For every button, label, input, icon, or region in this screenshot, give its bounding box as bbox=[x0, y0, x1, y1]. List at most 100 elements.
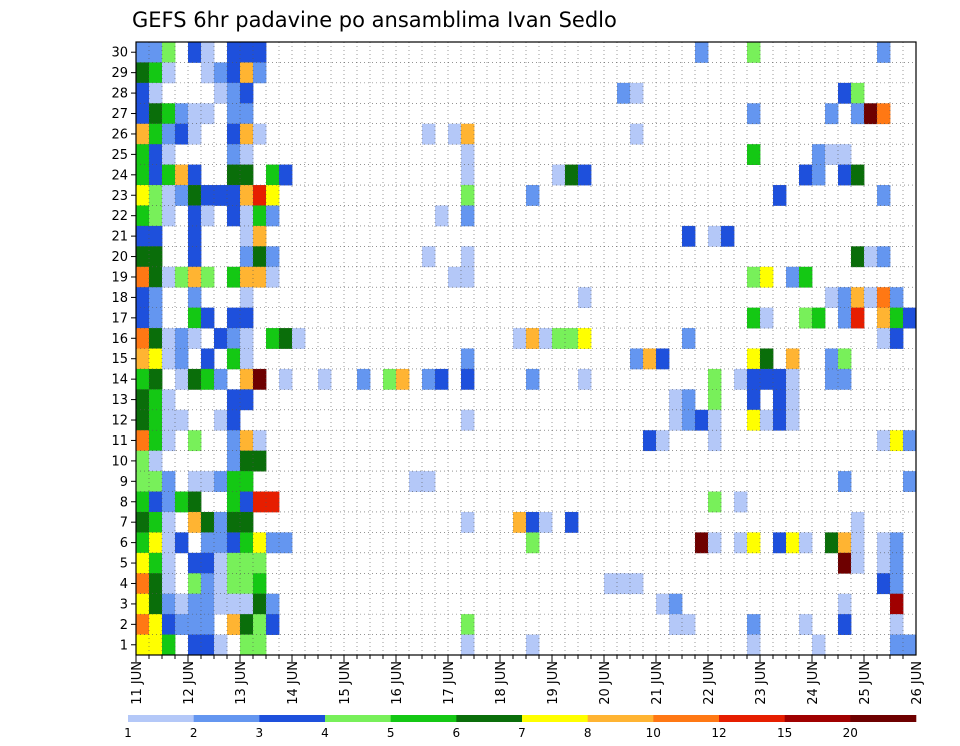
heatmap-cell bbox=[838, 82, 852, 104]
heatmap-cell bbox=[708, 430, 722, 452]
y-tick-label: 11 bbox=[111, 434, 128, 449]
heatmap-cell bbox=[422, 123, 436, 145]
heatmap-cell bbox=[188, 593, 202, 615]
heatmap-cell bbox=[240, 164, 254, 186]
heatmap-cell bbox=[201, 185, 215, 206]
heatmap-cell bbox=[240, 552, 254, 574]
heatmap-cell bbox=[851, 552, 865, 574]
heatmap-cell bbox=[227, 307, 241, 329]
y-tick-label: 1 bbox=[120, 638, 128, 653]
heatmap-cell bbox=[214, 552, 228, 574]
heatmap-cell bbox=[188, 123, 202, 145]
heatmap-cell bbox=[851, 307, 865, 329]
heatmap-cell bbox=[149, 225, 163, 247]
heatmap-cell bbox=[903, 307, 917, 329]
heatmap-cell bbox=[201, 634, 215, 656]
heatmap-cell bbox=[227, 103, 241, 125]
heatmap-cell bbox=[903, 430, 917, 452]
heatmap-cell bbox=[240, 593, 254, 615]
heatmap-cell bbox=[149, 82, 163, 104]
heatmap-cell bbox=[604, 573, 618, 595]
heatmap-cell bbox=[149, 205, 163, 227]
heatmap-cell bbox=[266, 185, 280, 206]
x-tick-label: 12 JUN bbox=[182, 661, 197, 705]
color-legend: 1 2 3 4 5 6 7 8 10 12 15 20 bbox=[124, 715, 917, 740]
y-tick-label: 10 bbox=[111, 454, 128, 469]
heatmap-cell bbox=[175, 614, 189, 635]
heatmap-cell bbox=[162, 185, 176, 206]
heatmap-cell bbox=[240, 614, 254, 635]
heatmap-cell bbox=[669, 614, 683, 635]
heatmap-cell bbox=[539, 511, 553, 533]
heatmap-cell bbox=[838, 368, 852, 390]
legend-label: 20 bbox=[843, 726, 858, 740]
heatmap-cell bbox=[149, 307, 163, 329]
heatmap-cell bbox=[136, 307, 150, 329]
heatmap-cell bbox=[890, 552, 904, 574]
heatmap-cell bbox=[708, 491, 722, 513]
heatmap-cell bbox=[136, 409, 150, 431]
heatmap-cell bbox=[578, 368, 592, 390]
heatmap-cell bbox=[890, 593, 904, 615]
heatmap-cell bbox=[214, 593, 228, 615]
heatmap-cell bbox=[201, 62, 215, 84]
heatmap-cell bbox=[708, 532, 722, 554]
heatmap-cell bbox=[838, 348, 852, 370]
heatmap-cell bbox=[136, 511, 150, 533]
heatmap-cell bbox=[890, 532, 904, 554]
heatmap-cell bbox=[656, 348, 670, 370]
heatmap-cell bbox=[227, 532, 241, 554]
heatmap-cell bbox=[188, 491, 202, 513]
heatmap-cell bbox=[162, 123, 176, 145]
heatmap-cell bbox=[188, 42, 202, 63]
heatmap-cell bbox=[292, 328, 306, 349]
heatmap-cell bbox=[682, 328, 696, 349]
heatmap-cell bbox=[630, 82, 644, 104]
heatmap-cell bbox=[838, 471, 852, 492]
heatmap-cell bbox=[838, 593, 852, 615]
heatmap-cell bbox=[812, 144, 826, 165]
heatmap-cell bbox=[201, 368, 215, 390]
heatmap-cell bbox=[227, 62, 241, 84]
x-tick-label: 24 JUN bbox=[806, 661, 821, 705]
heatmap-cell bbox=[851, 82, 865, 104]
y-tick-label: 15 bbox=[111, 352, 128, 367]
heatmap-cell bbox=[162, 573, 176, 595]
heatmap-cell bbox=[149, 511, 163, 533]
heatmap-cell bbox=[136, 348, 150, 370]
heatmap-cell bbox=[747, 42, 761, 63]
heatmap-cell bbox=[266, 246, 280, 268]
heatmap-cell bbox=[149, 491, 163, 513]
heatmap-cell bbox=[136, 450, 150, 472]
heatmap-cell bbox=[227, 409, 241, 431]
heatmap-cell bbox=[136, 287, 150, 309]
heatmap-cell bbox=[162, 328, 176, 349]
heatmap-cell bbox=[227, 266, 241, 288]
heatmap-cell bbox=[162, 164, 176, 186]
heatmap-cell bbox=[227, 491, 241, 513]
heatmap-cell bbox=[890, 430, 904, 452]
heatmap-cell bbox=[812, 164, 826, 186]
heatmap-cell bbox=[266, 164, 280, 186]
x-tick-label: 18 JUN bbox=[494, 661, 509, 705]
heatmap-cell bbox=[188, 552, 202, 574]
y-tick-label: 5 bbox=[120, 557, 128, 572]
heatmap-cell bbox=[188, 430, 202, 452]
heatmap-cell bbox=[227, 185, 241, 206]
heatmap-cell bbox=[253, 42, 267, 63]
heatmap-cell bbox=[838, 532, 852, 554]
heatmap-cell bbox=[799, 164, 813, 186]
heatmap-cell bbox=[747, 266, 761, 288]
heatmap-cell bbox=[175, 409, 189, 431]
legend-label: 5 bbox=[387, 726, 395, 740]
heatmap-cell bbox=[721, 225, 735, 247]
heatmap-cell bbox=[747, 348, 761, 370]
heatmap-cell bbox=[162, 409, 176, 431]
heatmap-cell bbox=[149, 266, 163, 288]
heatmap-cell bbox=[188, 164, 202, 186]
heatmap-cell bbox=[240, 205, 254, 227]
heatmap-cell bbox=[695, 42, 709, 63]
heatmap-cell bbox=[526, 185, 540, 206]
heatmap-cell bbox=[552, 328, 566, 349]
heatmap-cell bbox=[149, 144, 163, 165]
